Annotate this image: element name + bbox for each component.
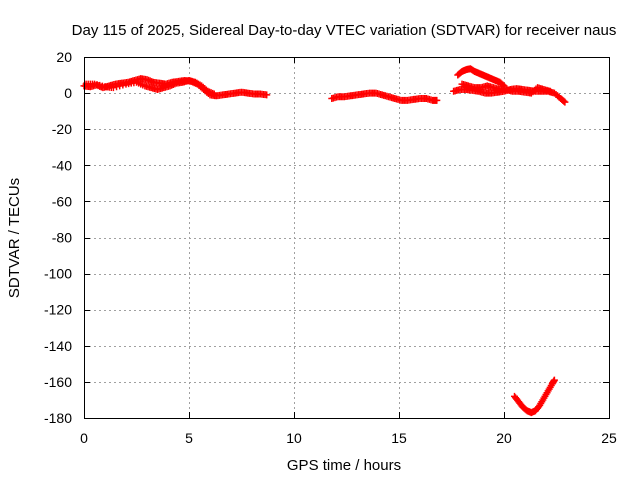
y-tick-label: -40 [52, 157, 72, 173]
x-tick-label: 0 [80, 430, 88, 446]
data-point [113, 83, 121, 91]
y-tick-label: -100 [44, 266, 72, 282]
y-tick-label: -140 [44, 338, 72, 354]
data-point [109, 84, 117, 92]
y-tick-label: -60 [52, 193, 72, 209]
data-point [546, 87, 554, 95]
data-point [561, 98, 569, 106]
x-tick-label: 10 [286, 430, 302, 446]
y-axis-label: SDTVAR / TECUs [6, 178, 23, 298]
chart-title: Day 115 of 2025, Sidereal Day-to-day VTE… [72, 22, 617, 39]
data-point [550, 376, 558, 384]
y-tick-label: -80 [52, 230, 72, 246]
data-point [263, 91, 271, 99]
y-tick-label: -180 [44, 410, 72, 426]
data-point [210, 90, 218, 98]
y-tick-label: -160 [44, 374, 72, 390]
x-tick-label: 25 [601, 430, 617, 446]
data-point [116, 82, 124, 90]
data-point [433, 96, 441, 104]
x-tick-label: 20 [496, 430, 512, 446]
y-tick-label: -20 [52, 121, 72, 137]
y-tick-label: 0 [64, 85, 72, 101]
tick-label-layer: 0 5 10 15 20 25 20 0 -20 -40 -60 -80 -100 -120 -140 -16… [44, 49, 617, 446]
data-point [119, 81, 127, 89]
data-point [560, 97, 568, 105]
x-tick-label: 15 [391, 430, 407, 446]
grid-layer [84, 57, 609, 418]
data-layer [80, 65, 569, 417]
tick-layer [84, 57, 610, 419]
x-axis-label: GPS time / hours [287, 457, 401, 474]
y-tick-label: -120 [44, 302, 72, 318]
x-tick-label: 5 [185, 430, 193, 446]
y-tick-label: 20 [56, 49, 72, 65]
